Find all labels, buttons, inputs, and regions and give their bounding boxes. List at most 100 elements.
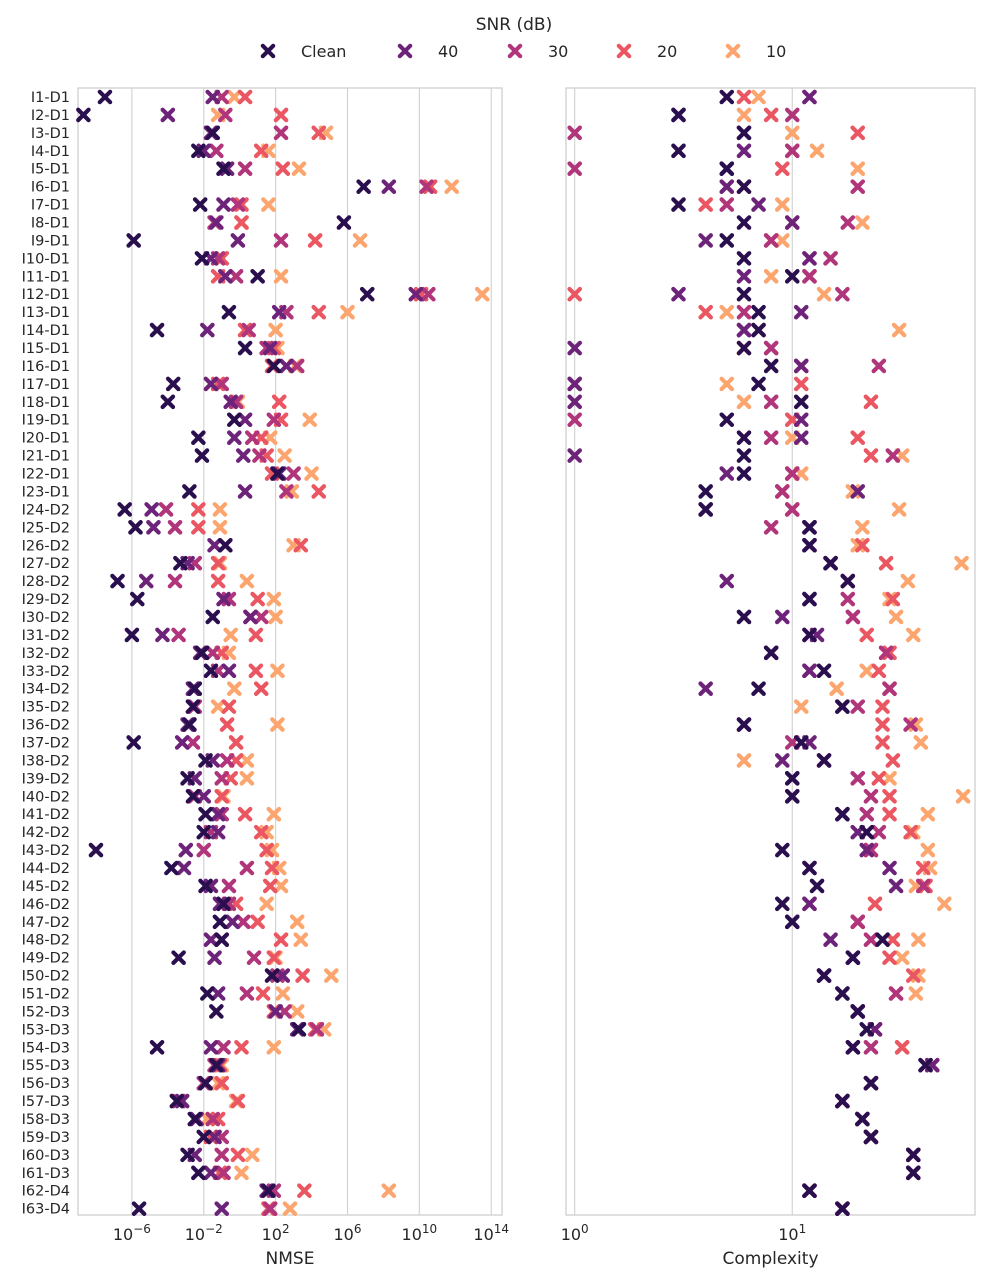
nmse-tick-label: 106 <box>333 1222 361 1244</box>
category-label-i63-d4: I63-D4 <box>22 1202 70 1218</box>
marker-nmse-i55-d3-clean <box>209 1057 224 1073</box>
marker-complexity-i63-d4-clean <box>835 1201 850 1216</box>
marker-complexity-i21-d1-40 <box>567 448 583 463</box>
marker-complexity-i11-d1-40 <box>736 269 752 284</box>
marker-complexity-i25-d2-30 <box>763 520 779 535</box>
category-label-i34-d2: I34-D2 <box>22 682 70 698</box>
marker-complexity-i39-d2-20 <box>871 771 887 786</box>
category-label-i26-d2: I26-D2 <box>22 538 70 554</box>
marker-nmse-i13-d1-clean <box>221 304 237 320</box>
category-label-i16-d1: I16-D1 <box>22 359 70 375</box>
marker-complexity-i46-d2-clean <box>775 896 790 912</box>
marker-nmse-i61-d3-30 <box>216 1165 231 1181</box>
category-label-i27-d2: I27-D2 <box>22 556 70 572</box>
marker-complexity-i18-d1-40 <box>567 394 583 410</box>
marker-nmse-i13-d1-40 <box>271 304 287 320</box>
marker-nmse-i46-d2-clean <box>216 896 231 912</box>
category-label-i21-d1: I21-D1 <box>22 449 70 465</box>
marker-nmse-i60-d3-clean <box>180 1147 195 1163</box>
marker-nmse-i51-d2-30 <box>239 986 255 1001</box>
marker-complexity-i52-d3-clean <box>850 1004 866 1019</box>
category-label-i47-d2: I47-D2 <box>22 915 70 931</box>
marker-complexity-i2-d1-clean <box>671 107 686 123</box>
marker-complexity-i33-d2-40 <box>802 663 817 679</box>
marker-complexity-i29-d2-10 <box>882 591 897 607</box>
marker-nmse-i22-d1-clean <box>270 466 285 481</box>
category-label-i39-d2: I39-D2 <box>22 771 70 787</box>
marker-complexity-i40-d2-20 <box>882 788 897 804</box>
category-label-i9-d1: I9-D1 <box>31 233 70 249</box>
marker-nmse-i31-d2-clean <box>124 627 140 643</box>
marker-complexity-i54-d3-30 <box>863 1039 879 1055</box>
marker-nmse-i3-d1-30 <box>273 125 289 141</box>
category-label-i5-d1: I5-D1 <box>31 162 70 178</box>
marker-nmse-i22-d1-10 <box>304 466 319 481</box>
marker-nmse-i60-d3-20 <box>230 1147 246 1163</box>
marker-nmse-i11-d1-clean <box>250 269 265 284</box>
marker-nmse-i19-d1-10 <box>302 412 318 428</box>
marker-complexity-i28-d2-10 <box>900 573 916 589</box>
marker-complexity-i9-d1-40 <box>698 233 713 248</box>
marker-nmse-i36-d2-10 <box>270 717 285 732</box>
marker-complexity-i24-d2-30 <box>784 502 800 517</box>
marker-complexity-i43-d2-clean <box>775 842 790 858</box>
marker-complexity-i10-d1-30 <box>823 251 838 266</box>
marker-nmse-i28-d2-10 <box>239 573 255 589</box>
marker-nmse-i17-d1-30 <box>214 376 230 392</box>
category-label-i40-d2: I40-D2 <box>22 789 70 805</box>
category-label-i19-d1: I19-D1 <box>22 413 70 429</box>
marker-nmse-i24-d2-20 <box>191 502 206 517</box>
marker-complexity-i51-d2-clean <box>835 986 850 1001</box>
marker-complexity-i13-d1-clean <box>751 304 766 320</box>
marker-complexity-i48-d2-clean <box>875 932 890 948</box>
category-label-i51-d2: I51-D2 <box>22 987 70 1003</box>
marker-nmse-i60-d3-10 <box>244 1147 260 1163</box>
marker-nmse-i35-d2-10 <box>210 699 226 714</box>
marker-nmse-i49-d2-30 <box>246 950 262 965</box>
marker-complexity-i18-d1-30 <box>763 394 779 410</box>
marker-nmse-i9-d1-clean <box>126 233 141 248</box>
marker-nmse-i56-d3-20 <box>214 1075 230 1091</box>
marker-nmse-i16-d1-30 <box>289 358 305 374</box>
marker-complexity-i30-d2-40 <box>775 609 790 625</box>
marker-complexity-i51-d2-30 <box>888 986 904 1001</box>
marker-complexity-i31-d2-10 <box>905 627 921 643</box>
marker-complexity-i10-d1-clean <box>736 251 752 266</box>
marker-nmse-i11-d1-30 <box>228 269 244 284</box>
marker-nmse-i37-d2-30 <box>185 735 201 750</box>
category-label-i29-d2: I29-D2 <box>22 592 70 608</box>
marker-complexity-i12-d1-clean <box>736 286 752 302</box>
marker-nmse-i52-d3-clean <box>209 1004 224 1019</box>
marker-complexity-i56-d3-clean <box>863 1075 879 1091</box>
marker-complexity-i46-d2-20 <box>867 896 883 912</box>
marker-nmse-i62-d4-10 <box>381 1183 397 1199</box>
marker-complexity-i1-d1-20 <box>736 89 752 105</box>
marker-complexity-i32-d2-clean <box>763 645 779 661</box>
marker-complexity-i35-d2-30 <box>850 699 866 714</box>
category-label-i2-d1: I2-D1 <box>31 108 70 124</box>
legend-label-40: 40 <box>438 42 458 61</box>
marker-nmse-i30-d2-40 <box>243 609 258 625</box>
marker-nmse-i61-d3-40 <box>203 1165 219 1181</box>
marker-nmse-i42-d2-40 <box>210 824 226 840</box>
marker-complexity-i28-d2-clean <box>840 573 856 589</box>
marker-complexity-i8-d1-10 <box>855 215 870 230</box>
marker-complexity-i2-d1-20 <box>763 107 779 123</box>
marker-complexity-i7-d1-40 <box>751 197 766 212</box>
marker-nmse-i56-d3-clean <box>198 1075 213 1091</box>
marker-nmse-i21-d1-10 <box>277 448 292 463</box>
marker-complexity-i4-d1-clean <box>671 143 686 159</box>
marker-nmse-i33-d2-40 <box>221 663 237 679</box>
marker-nmse-i49-d2-40 <box>207 950 222 965</box>
marker-complexity-i36-d2-30 <box>903 717 918 732</box>
marker-complexity-i33-d2-clean <box>816 663 832 679</box>
marker-nmse-i33-d2-20 <box>248 663 264 679</box>
marker-nmse-i46-d2-40 <box>212 896 228 912</box>
marker-complexity-i20-d1-40 <box>793 430 809 445</box>
marker-nmse-i15-d1-clean <box>237 340 253 356</box>
marker-complexity-i44-d2-clean <box>802 860 817 876</box>
marker-nmse-i3-d1-clean <box>205 125 221 141</box>
marker-complexity-i1-d1-10 <box>751 89 766 105</box>
marker-complexity-i13-d1-20 <box>698 304 713 320</box>
marker-nmse-i36-d2-20 <box>219 717 235 732</box>
